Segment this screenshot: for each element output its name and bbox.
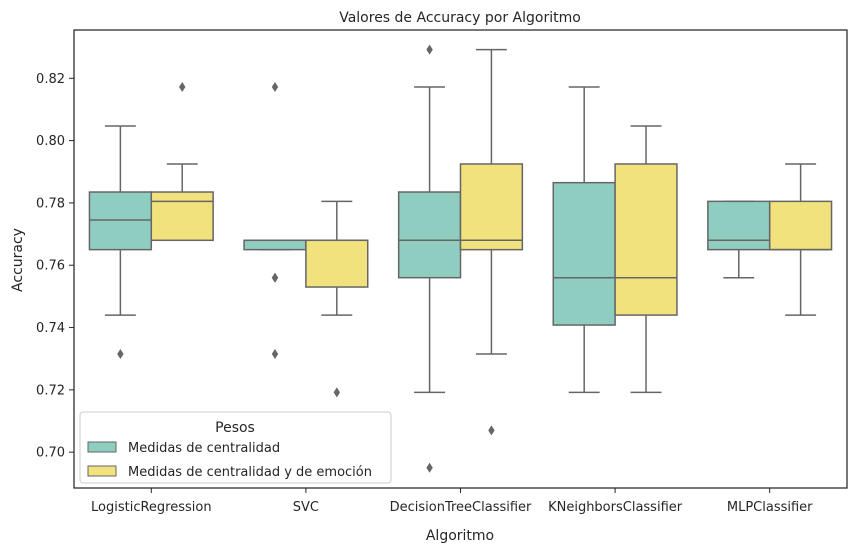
box-group [243,82,307,360]
box [397,191,462,279]
outlier-point [426,44,433,55]
box-group [459,48,524,436]
outlier-point [488,425,495,436]
y-tick-label: 0.70 [36,446,65,461]
y-tick-label: 0.78 [36,196,65,211]
x-tick-label: SVC [293,500,319,515]
box-group [552,86,616,394]
legend: Pesos Medidas de centralidad Medidas de ce… [79,411,392,484]
plot-area: 0.70 0.72 0.74 0.76 0.78 0.80 0.82 LogisticRegr… [36,29,848,515]
legend-title: Pesos [215,420,255,436]
legend-swatch [87,465,117,477]
legend-label: Medidas de centralidad y de emoción [128,465,372,480]
box-group [707,200,771,279]
outlier-point [117,349,124,360]
legend-frame [79,411,392,484]
box [150,191,214,242]
outlier-point [179,82,186,93]
x-tick-label: LogisticRegression [91,500,212,515]
box-group [614,125,678,394]
x-tick-label: DecisionTreeClassifier [390,500,532,515]
box-group [88,125,153,360]
box [614,163,678,316]
box-group [305,200,369,398]
y-tick-label: 0.74 [36,321,65,336]
outlier-point [271,82,279,93]
outlier-point [333,387,341,398]
box [459,163,524,251]
legend-swatch [87,441,117,453]
outlier-point [426,462,433,473]
outlier-point [271,349,279,360]
legend-label: Medidas de centralidad [128,441,280,456]
box [768,200,833,251]
y-tick-label: 0.82 [36,72,65,87]
y-tick-label: 0.80 [36,134,65,149]
box-group [150,82,214,242]
x-axis-label: Algoritmo [426,528,494,544]
box [305,239,369,288]
box-group [768,163,833,316]
box-group [397,44,462,473]
box [88,191,153,251]
y-axis-label: Accuracy [10,228,26,292]
plot-frame [73,29,848,489]
box [243,239,307,251]
outlier-point [271,272,279,283]
x-tick-label: MLPClassifier [727,500,813,515]
box [552,181,616,326]
y-tick-label: 0.72 [36,383,65,398]
box [707,200,771,251]
y-tick-label: 0.76 [36,259,65,274]
x-tick-label: KNeighborsClassifier [548,500,683,515]
chart-title: Valores de Accuracy por Algoritmo [339,10,581,26]
